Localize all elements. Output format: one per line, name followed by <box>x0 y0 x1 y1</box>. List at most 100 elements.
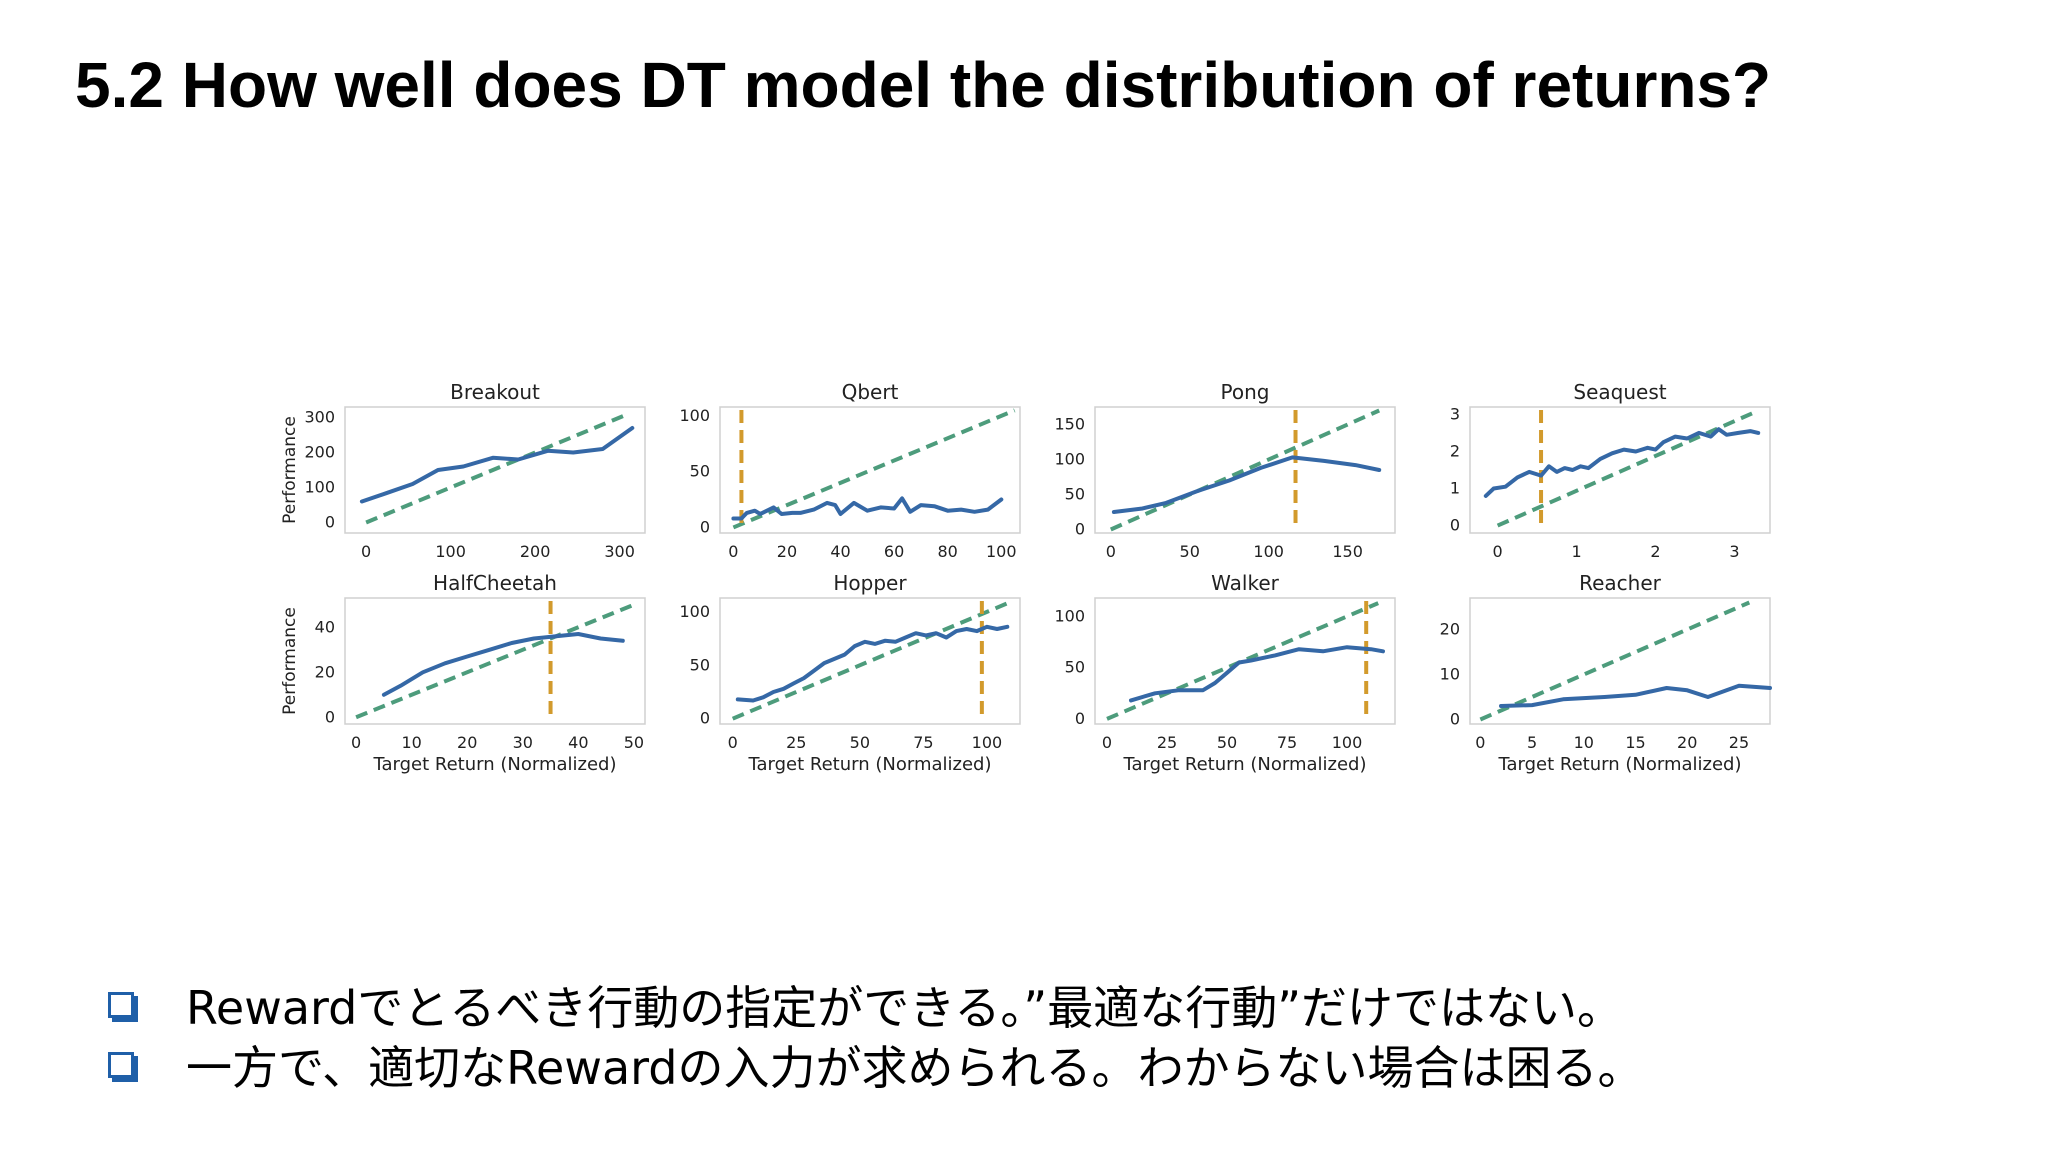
y-tick-label: 300 <box>304 408 335 427</box>
y-tick-label: 10 <box>1440 665 1460 684</box>
x-tick-label: 50 <box>624 733 644 752</box>
bullet-list: Rewardでとるべき行動の指定ができる。”最適な行動”だけではない。 一方で、… <box>100 975 1643 1095</box>
x-tick-label: 50 <box>1217 733 1237 752</box>
y-tick-label: 0 <box>1075 709 1085 728</box>
y-tick-label: 0 <box>700 709 710 728</box>
x-axis-label: Target Return (Normalized) <box>373 754 617 775</box>
checkbox-bullet-icon <box>108 1052 134 1078</box>
x-tick-label: 75 <box>913 733 933 752</box>
x-tick-label: 150 <box>1332 542 1363 561</box>
x-axis-label: Target Return (Normalized) <box>1123 754 1367 775</box>
x-tick-label: 20 <box>777 542 797 561</box>
x-tick-label: 75 <box>1277 733 1297 752</box>
performance-line <box>731 496 1004 521</box>
plot-frame <box>719 406 1021 534</box>
x-tick-label: 60 <box>884 542 904 561</box>
chart-panel-seaquest: Seaquest 0 1 2 3 0 1 2 3 <box>1450 380 1771 561</box>
x-axis-label: Target Return (Normalized) <box>748 754 992 775</box>
y-tick-label: 20 <box>1440 620 1460 639</box>
bullet-text: 一方で、適切なRewardの入力が求められる。わからない場合は困る。 <box>186 1041 1644 1095</box>
performance-line <box>735 624 1010 703</box>
performance-line <box>359 426 635 504</box>
y-axis-label: Performance <box>280 607 300 715</box>
x-tick-label: 10 <box>401 733 421 752</box>
oracle-line <box>1479 600 1751 722</box>
x-tick-label: 100 <box>986 542 1017 561</box>
chart-panel-walker: Walker 0 25 50 75 100 0 50 100 Target Return (Nor… <box>1054 571 1396 775</box>
y-tick-label: 100 <box>1054 606 1085 625</box>
x-tick-label: 100 <box>435 542 466 561</box>
y-tick-label: 20 <box>315 662 335 681</box>
oracle-line <box>732 408 1016 530</box>
page-title: 5.2 How well does DT model the distribut… <box>75 49 1772 121</box>
y-tick-label: 50 <box>690 655 710 674</box>
oracle-line <box>731 599 1014 721</box>
y-tick-label: 100 <box>679 406 710 425</box>
x-tick-label: 0 <box>351 733 361 752</box>
x-tick-label: 40 <box>568 733 588 752</box>
chart-panel-halfcheetah: HalfCheetah 0 10 20 30 40 50 0 20 40 Performance Ta… <box>280 571 646 775</box>
checkbox-bullet-icon <box>108 992 134 1018</box>
x-tick-label: 50 <box>1180 542 1200 561</box>
chart-panel-qbert: Qbert 0 20 40 60 80 100 0 50 100 <box>679 380 1021 561</box>
x-tick-label: 25 <box>1157 733 1177 752</box>
x-tick-label: 0 <box>361 542 371 561</box>
y-tick-label: 0 <box>1450 710 1460 729</box>
x-tick-label: 0 <box>1106 542 1116 561</box>
chart-panel-pong: Pong 0 50 100 150 0 50 100 150 <box>1054 380 1396 561</box>
x-tick-label: 100 <box>1332 733 1363 752</box>
performance-line <box>1129 645 1385 703</box>
y-tick-label: 0 <box>700 517 710 536</box>
plot-frame <box>1469 406 1771 534</box>
chart-title: Qbert <box>842 380 899 404</box>
x-tick-label: 20 <box>457 733 477 752</box>
chart-title: Breakout <box>450 380 540 404</box>
bullet-text: Rewardでとるべき行動の指定ができる。”最適な行動”だけではない。 <box>186 981 1624 1035</box>
y-tick-label: 40 <box>315 617 335 636</box>
oracle-line <box>355 602 635 720</box>
x-tick-label: 200 <box>520 542 551 561</box>
x-axis-label: Target Return (Normalized) <box>1498 754 1742 775</box>
x-tick-label: 0 <box>1475 733 1485 752</box>
x-tick-label: 0 <box>1102 733 1112 752</box>
x-tick-label: 0 <box>728 542 738 561</box>
y-tick-label: 0 <box>1450 516 1460 535</box>
x-tick-label: 100 <box>972 733 1003 752</box>
performance-line <box>1499 683 1772 708</box>
x-tick-label: 300 <box>604 542 635 561</box>
x-tick-label: 25 <box>786 733 806 752</box>
x-tick-label: 15 <box>1625 733 1645 752</box>
x-tick-label: 30 <box>513 733 533 752</box>
oracle-line <box>1109 408 1381 532</box>
y-tick-label: 0 <box>325 707 335 726</box>
chart-panel-reacher: Reacher 0 5 10 15 20 25 0 10 20 Target Return (Nor… <box>1440 571 1772 775</box>
chart-title: Seaquest <box>1573 380 1666 404</box>
y-tick-label: 0 <box>325 513 335 532</box>
y-tick-label: 100 <box>304 478 335 497</box>
y-tick-label: 50 <box>1065 658 1085 677</box>
x-tick-label: 80 <box>937 542 957 561</box>
chart-title: Reacher <box>1579 571 1662 595</box>
oracle-line <box>365 412 629 525</box>
x-tick-label: 20 <box>1677 733 1697 752</box>
x-tick-label: 3 <box>1729 542 1739 561</box>
y-tick-label: 100 <box>1054 450 1085 469</box>
plot-frame <box>1094 597 1396 725</box>
oracle-line <box>1106 601 1379 721</box>
bullet-item: 一方で、適切なRewardの入力が求められる。わからない場合は困る。 <box>100 1035 1643 1095</box>
x-tick-label: 10 <box>1574 733 1594 752</box>
y-tick-label: 2 <box>1450 441 1460 460</box>
plot-frame <box>344 597 646 725</box>
chart-title: Pong <box>1221 380 1270 404</box>
x-tick-label: 1 <box>1571 542 1581 561</box>
x-tick-label: 0 <box>728 733 738 752</box>
y-tick-label: 50 <box>1065 485 1085 504</box>
y-tick-label: 3 <box>1450 404 1460 423</box>
y-tick-label: 100 <box>679 602 710 621</box>
plot-frame <box>1469 597 1771 725</box>
y-tick-label: 150 <box>1054 415 1085 434</box>
plot-frame <box>719 597 1021 725</box>
y-tick-label: 50 <box>690 462 710 481</box>
